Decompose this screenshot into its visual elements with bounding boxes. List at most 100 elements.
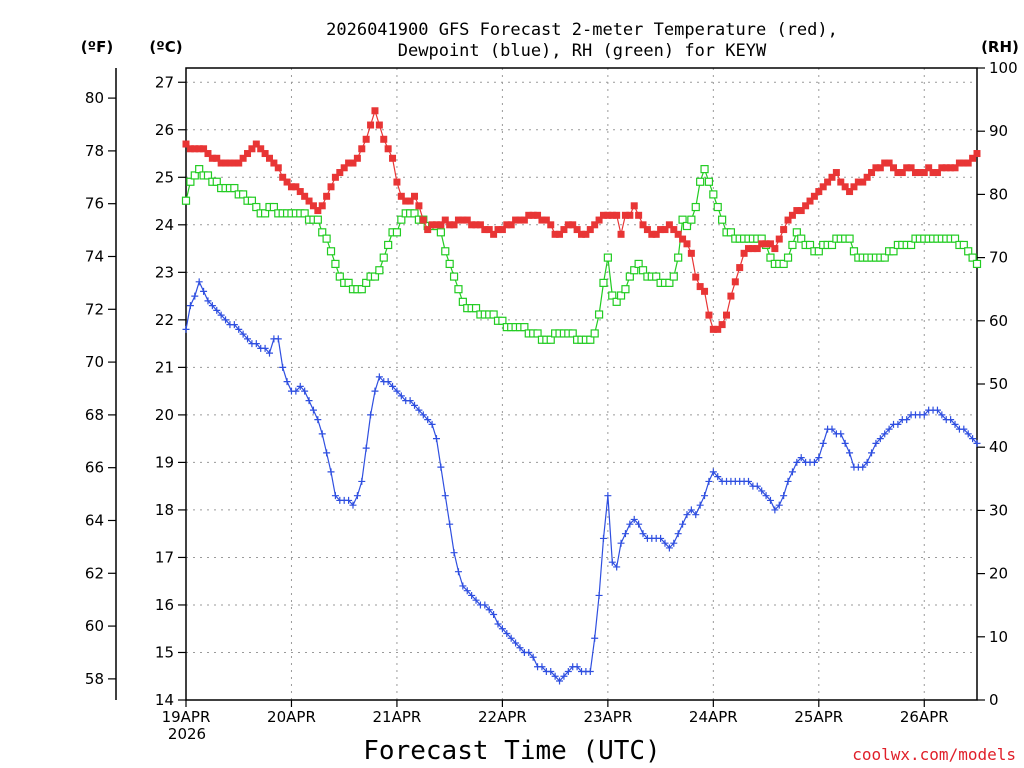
temperature-point [973,150,981,158]
dewpoint-point [784,477,792,485]
temperature-point [454,216,462,224]
time-tick-label: 22APR [478,708,527,726]
dewpoint-point [960,425,968,433]
temperature-point [340,164,348,172]
dewpoint-point [323,449,331,457]
temperature-point [525,211,533,219]
dewpoint-point [903,416,911,424]
rh-point [261,209,270,218]
temperature-point [252,140,260,148]
temperature-point [314,207,322,215]
temperature-point [195,145,203,153]
temperature-point [459,216,467,224]
rh-tick-label: 0 [989,691,999,709]
temperature-point [617,230,625,238]
celsius-tick-label: 15 [155,643,174,661]
rh-point [959,240,968,250]
rh-point [436,228,445,237]
rh-point [370,272,380,281]
dewpoint-point [204,297,212,305]
temperature-point [542,216,550,224]
dewpoint-point [551,672,559,680]
rh-point [533,329,542,338]
temperature-point [397,192,405,200]
rh-point [203,171,213,180]
rh-point [590,329,599,338]
temperature-point [441,216,449,224]
celsius-tick-label: 23 [155,263,174,281]
rh-point [674,253,683,262]
dewpoint-point [661,539,669,547]
temperature-point [331,173,339,181]
temperature-point [903,164,911,172]
temperature-point [679,235,687,243]
rh-point [687,215,696,224]
temperature-point [894,169,902,177]
temperature-point [490,230,498,238]
temperature-point [353,154,361,162]
rh-point [805,240,815,250]
temperature-point [345,159,353,167]
rh-point [498,316,507,325]
dewpoint-point [389,382,397,390]
dewpoint-point [951,420,959,428]
dewpoint-point [235,325,243,333]
temperature-point [450,221,458,229]
rh-point [449,272,459,281]
rh-point [797,234,806,243]
rh-point [625,272,634,281]
fahrenheit-tick-label: 68 [85,406,104,424]
dewpoint-point [217,311,225,319]
temperature-point [911,169,919,177]
dewpoint-point [591,634,599,642]
rh-point [849,247,859,256]
temperature-point [476,221,484,229]
temperature-point [863,173,871,181]
dewpoint-point [358,477,366,485]
dewpoint-point [881,430,889,438]
temperature-point [446,221,454,229]
rh-point [630,266,639,275]
temperature-point [604,211,612,219]
dewpoint-point [318,430,326,438]
temperature-point [969,154,977,162]
temperature-point [868,169,876,177]
temperature-point [257,145,265,153]
rh-point [362,278,371,287]
temperature-point [573,226,581,234]
dewpoint-point [841,439,849,447]
dewpoint-point [415,406,423,414]
temperature-point [709,325,717,333]
dewpoint-point [617,539,625,547]
dewpoint-point [863,458,871,466]
rh-point [181,196,191,205]
dewpoint-point [200,287,208,295]
temperature-point [766,240,774,248]
temperature-point [419,216,427,224]
dewpoint-point [191,292,199,300]
dewpoint-point [709,468,717,476]
dewpoint-point [490,610,498,618]
temperature-point [402,197,410,205]
rh-point [331,259,340,269]
dewpoint-point [393,387,401,395]
temperature-point [608,211,616,219]
temperature-point [208,154,216,162]
temperature-point [406,197,414,205]
rh-point [827,240,837,250]
fahrenheit-tick-label: 74 [85,247,104,265]
temperature-point [520,216,528,224]
rh-tick-label: 30 [989,501,1008,519]
dewpoint-point [547,667,555,675]
rh-point [397,215,406,224]
dewpoint-point [503,629,511,637]
time-tick-label: 20APR [267,708,316,726]
temperature-series [182,107,981,333]
dewpoint-point [771,506,779,514]
dewpoint-point [279,363,287,371]
celsius-tick-label: 26 [155,121,174,139]
time-axis: 19APR 20APR 21APR 22APR 23APR 24APR 25APR 26APR [162,700,949,726]
temperature-point [854,178,862,186]
temperature-point [810,192,818,200]
dewpoint-point [626,520,634,528]
